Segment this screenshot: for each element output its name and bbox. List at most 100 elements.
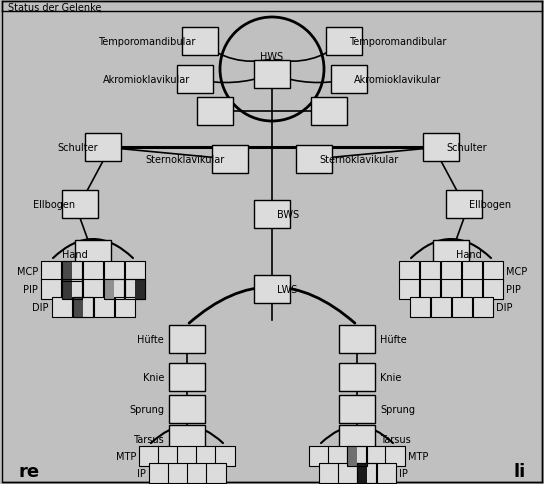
Bar: [433, 241, 469, 269]
Bar: [158, 446, 178, 466]
Bar: [85, 134, 121, 162]
Text: Akromioklavikular: Akromioklavikular: [354, 75, 441, 85]
Bar: [125, 279, 145, 300]
Bar: [311, 98, 347, 126]
Bar: [339, 325, 375, 353]
Bar: [462, 261, 482, 281]
Bar: [399, 279, 419, 300]
Bar: [328, 446, 348, 466]
Bar: [331, 66, 367, 94]
Bar: [187, 463, 207, 483]
Text: Status der Gelenke: Status der Gelenke: [8, 3, 101, 13]
Text: IP: IP: [399, 468, 407, 478]
Bar: [339, 425, 375, 453]
Bar: [177, 66, 213, 94]
Bar: [347, 446, 367, 466]
Bar: [347, 446, 357, 466]
Text: Schulter: Schulter: [446, 143, 487, 152]
Bar: [309, 446, 329, 466]
Bar: [125, 279, 145, 300]
Bar: [483, 261, 503, 281]
Bar: [356, 463, 376, 483]
Text: li: li: [514, 462, 526, 480]
Bar: [318, 463, 338, 483]
Text: MCP: MCP: [506, 267, 527, 276]
Bar: [385, 446, 405, 466]
Bar: [169, 325, 205, 353]
Bar: [356, 463, 376, 483]
Bar: [423, 134, 459, 162]
Bar: [196, 446, 216, 466]
Bar: [139, 446, 159, 466]
Bar: [62, 261, 82, 281]
Bar: [94, 297, 114, 318]
Bar: [462, 279, 482, 300]
Bar: [177, 446, 197, 466]
Bar: [296, 146, 332, 174]
Bar: [182, 28, 218, 56]
Bar: [62, 279, 72, 300]
Bar: [169, 363, 205, 391]
Bar: [347, 446, 367, 466]
Text: DIP: DIP: [32, 302, 48, 312]
Bar: [62, 191, 98, 219]
Text: PIP: PIP: [23, 285, 38, 294]
Text: Akromioklavikular: Akromioklavikular: [103, 75, 190, 85]
Text: Ellbogen: Ellbogen: [33, 199, 75, 210]
Bar: [326, 28, 362, 56]
Bar: [452, 297, 472, 318]
Text: MTP: MTP: [116, 451, 136, 461]
Bar: [168, 463, 188, 483]
Text: Schulter: Schulter: [57, 143, 98, 152]
Bar: [420, 261, 440, 281]
Bar: [366, 446, 386, 466]
Bar: [104, 279, 124, 300]
Bar: [206, 463, 226, 483]
Bar: [125, 261, 145, 281]
Bar: [104, 279, 124, 300]
Bar: [169, 425, 205, 453]
Bar: [337, 463, 357, 483]
Bar: [104, 279, 114, 300]
Text: DIP: DIP: [496, 302, 512, 312]
Text: Sprung: Sprung: [380, 404, 415, 414]
Bar: [114, 297, 134, 318]
Text: HWS: HWS: [261, 52, 283, 62]
Text: Sternoklavikular: Sternoklavikular: [319, 155, 398, 165]
Text: Temporomandibular: Temporomandibular: [349, 37, 447, 47]
Text: Hüfte: Hüfte: [380, 334, 407, 344]
Bar: [356, 463, 367, 483]
Bar: [41, 261, 61, 281]
Bar: [83, 261, 103, 281]
Bar: [399, 261, 419, 281]
Text: Sprung: Sprung: [129, 404, 164, 414]
Bar: [430, 297, 450, 318]
Text: Hand: Hand: [62, 249, 88, 259]
Bar: [169, 395, 205, 423]
Text: MCP: MCP: [17, 267, 38, 276]
Text: IP: IP: [137, 468, 145, 478]
Text: Tarsus: Tarsus: [133, 434, 164, 444]
Text: Temporomandibular: Temporomandibular: [97, 37, 195, 47]
Bar: [197, 98, 233, 126]
Text: re: re: [18, 462, 39, 480]
Text: Knie: Knie: [143, 372, 164, 382]
Text: Tarsus: Tarsus: [380, 434, 411, 444]
Bar: [62, 261, 72, 281]
Bar: [410, 297, 430, 318]
Bar: [62, 261, 82, 281]
Bar: [254, 275, 290, 303]
Bar: [339, 395, 375, 423]
Bar: [441, 261, 461, 281]
Text: Ellbogen: Ellbogen: [469, 199, 511, 210]
Bar: [52, 297, 71, 318]
Bar: [62, 279, 82, 300]
Bar: [41, 279, 61, 300]
Text: PIP: PIP: [506, 285, 521, 294]
Bar: [72, 297, 83, 318]
Bar: [375, 463, 395, 483]
Bar: [72, 297, 92, 318]
Bar: [483, 279, 503, 300]
Bar: [420, 279, 440, 300]
Bar: [339, 363, 375, 391]
